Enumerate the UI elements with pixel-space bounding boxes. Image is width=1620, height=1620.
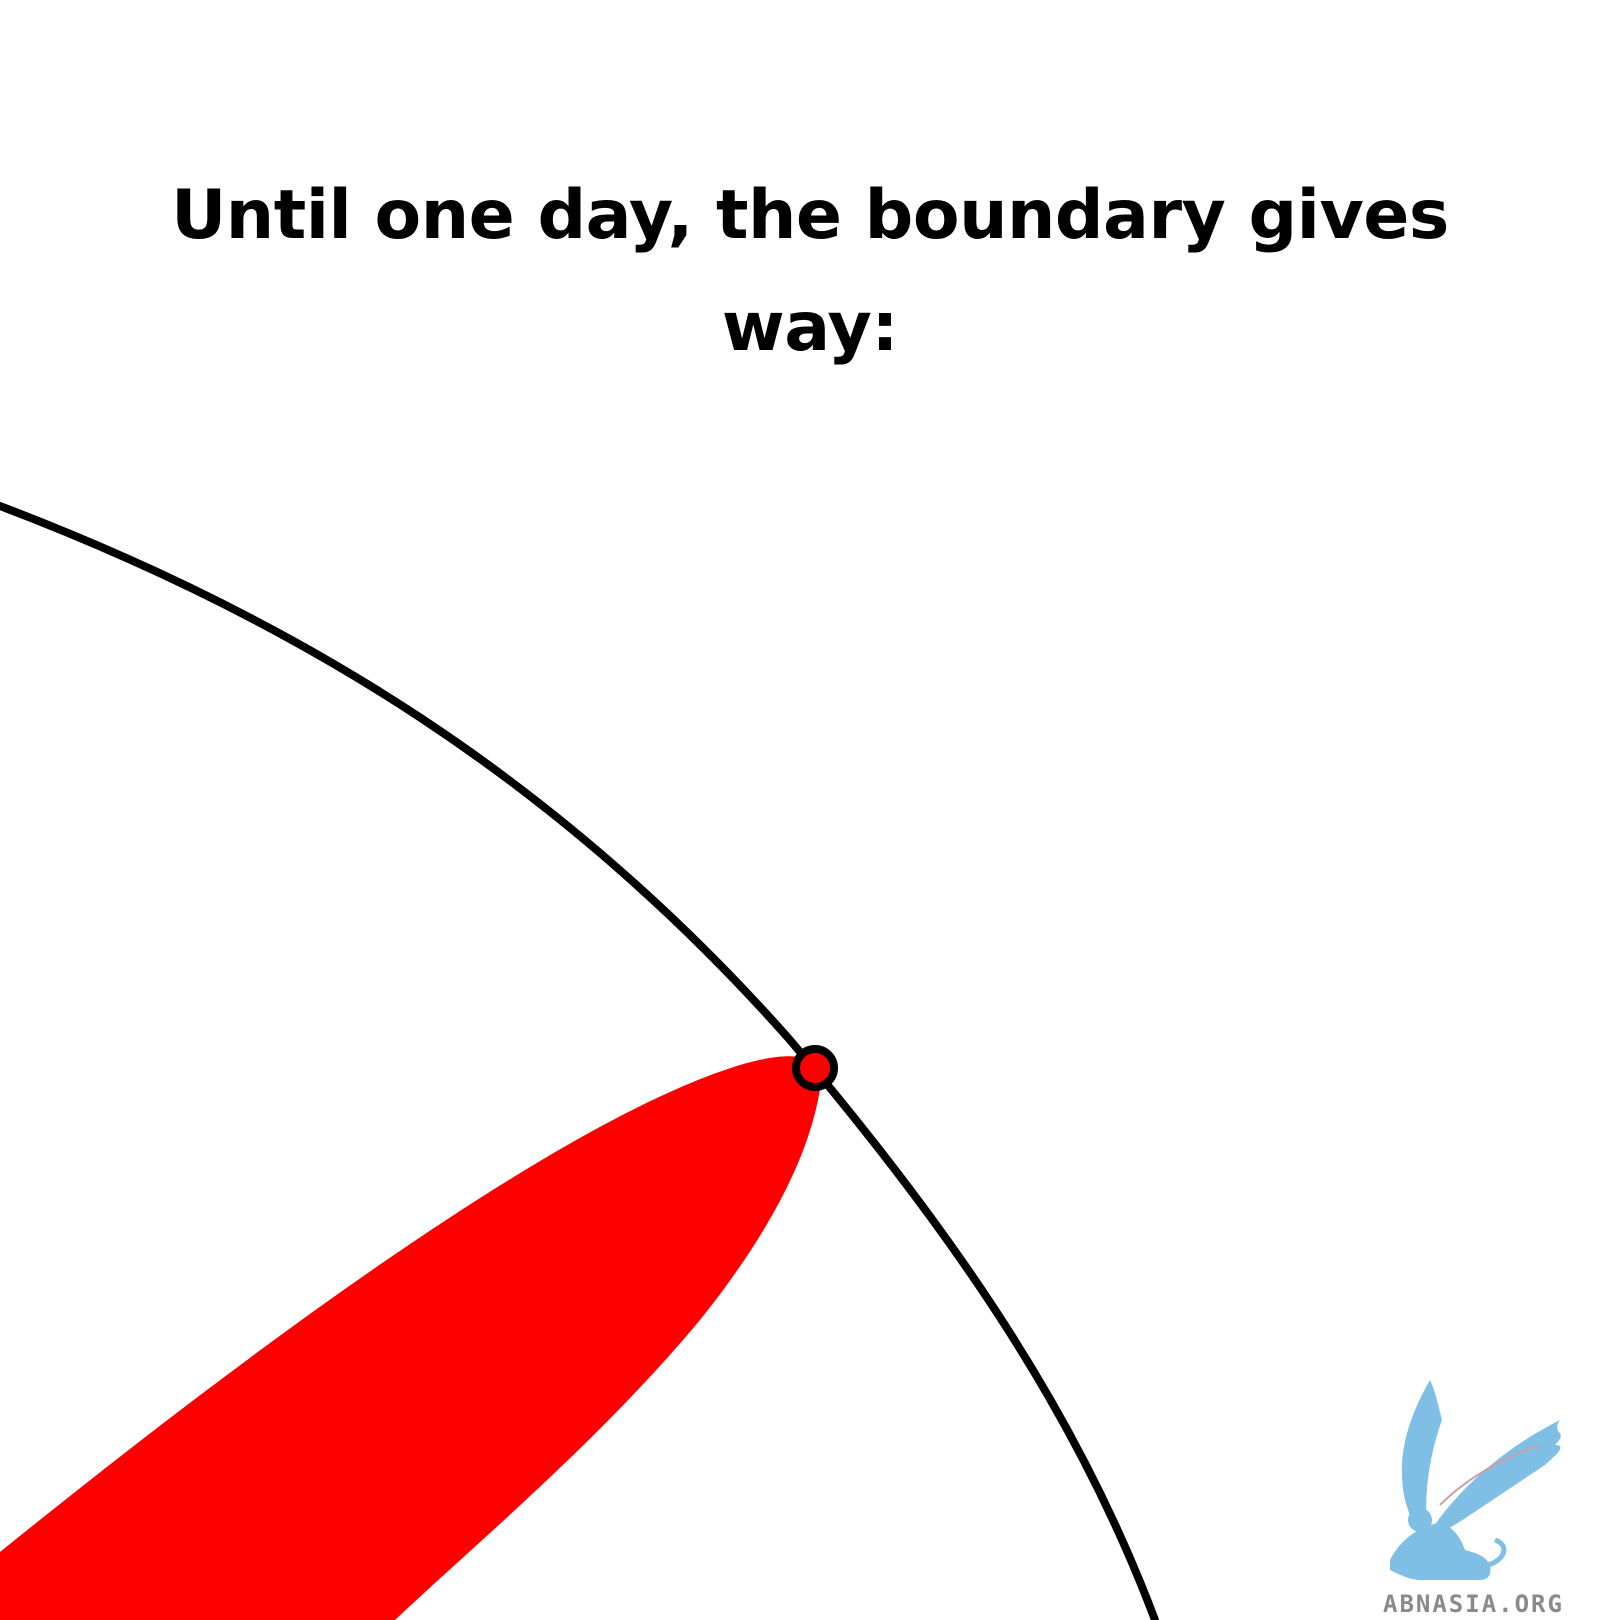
boundary-curve	[0, 502, 1159, 1620]
red-breach-shape	[0, 1056, 822, 1620]
breach-point	[792, 1045, 838, 1091]
caption-text: Until one day, the boundary gives way:	[171, 176, 1449, 367]
watermark-text: ABNASIA.ORG	[1383, 1590, 1564, 1618]
griffin-logo-icon	[1390, 1380, 1561, 1580]
